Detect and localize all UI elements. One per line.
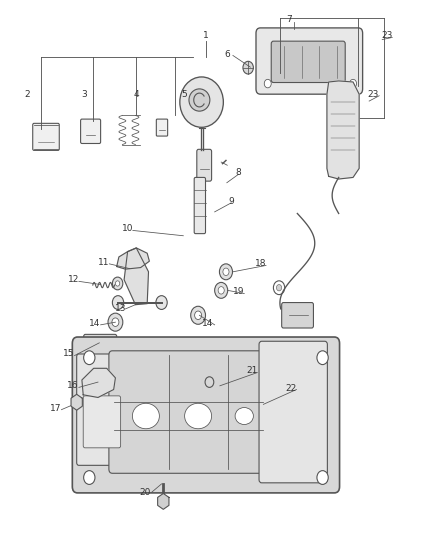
Text: 4: 4: [134, 90, 139, 99]
Text: 13: 13: [115, 304, 127, 313]
Text: 16: 16: [67, 381, 79, 390]
Circle shape: [191, 306, 205, 324]
Text: 11: 11: [98, 258, 110, 266]
FancyBboxPatch shape: [77, 354, 131, 465]
Circle shape: [273, 281, 285, 295]
Text: 7: 7: [286, 15, 292, 25]
FancyBboxPatch shape: [109, 351, 266, 473]
Text: 2: 2: [25, 90, 30, 99]
Circle shape: [350, 79, 357, 88]
Circle shape: [84, 351, 95, 365]
Text: 17: 17: [50, 404, 62, 413]
Circle shape: [223, 268, 229, 276]
FancyBboxPatch shape: [33, 123, 59, 150]
Circle shape: [215, 282, 228, 298]
Text: 15: 15: [63, 350, 74, 359]
Text: 10: 10: [122, 224, 133, 233]
Text: 3: 3: [81, 90, 87, 99]
Text: 1: 1: [203, 31, 209, 41]
Ellipse shape: [93, 408, 112, 424]
Circle shape: [264, 79, 271, 88]
Text: 9: 9: [228, 197, 234, 206]
Polygon shape: [82, 368, 116, 398]
Text: 14: 14: [202, 319, 214, 328]
Circle shape: [219, 264, 233, 280]
FancyBboxPatch shape: [81, 119, 101, 143]
Circle shape: [218, 287, 224, 294]
FancyBboxPatch shape: [194, 177, 205, 233]
Text: 23: 23: [381, 31, 392, 41]
Circle shape: [317, 471, 328, 484]
FancyBboxPatch shape: [259, 341, 327, 483]
Polygon shape: [71, 394, 82, 410]
FancyBboxPatch shape: [282, 303, 314, 328]
FancyBboxPatch shape: [72, 337, 339, 493]
FancyBboxPatch shape: [83, 396, 120, 448]
FancyBboxPatch shape: [197, 149, 212, 181]
Circle shape: [112, 318, 119, 326]
Text: 18: 18: [254, 260, 266, 268]
Circle shape: [74, 399, 80, 406]
Text: 14: 14: [89, 319, 101, 328]
Circle shape: [276, 285, 282, 291]
Ellipse shape: [180, 77, 223, 127]
Ellipse shape: [185, 403, 212, 429]
Circle shape: [108, 313, 123, 331]
Text: 6: 6: [225, 50, 230, 59]
Text: 5: 5: [181, 90, 187, 99]
FancyBboxPatch shape: [256, 28, 363, 94]
FancyBboxPatch shape: [84, 334, 117, 346]
Text: 21: 21: [246, 367, 258, 375]
Circle shape: [156, 296, 167, 310]
Text: 12: 12: [67, 275, 79, 284]
Circle shape: [84, 471, 95, 484]
Text: 23: 23: [368, 90, 379, 99]
Polygon shape: [124, 248, 148, 305]
Text: 20: 20: [139, 488, 151, 497]
Text: 22: 22: [285, 384, 297, 393]
Circle shape: [205, 377, 214, 387]
FancyBboxPatch shape: [271, 41, 345, 83]
Circle shape: [243, 61, 253, 74]
Circle shape: [113, 296, 124, 310]
Ellipse shape: [132, 403, 159, 429]
Ellipse shape: [235, 408, 253, 424]
Polygon shape: [158, 494, 169, 510]
Ellipse shape: [189, 89, 210, 111]
Circle shape: [194, 311, 201, 319]
Text: 19: 19: [233, 287, 244, 296]
Polygon shape: [117, 248, 149, 269]
FancyBboxPatch shape: [156, 119, 168, 136]
Text: 8: 8: [236, 167, 241, 176]
Polygon shape: [327, 81, 359, 179]
Circle shape: [317, 351, 328, 365]
Circle shape: [113, 277, 123, 290]
Circle shape: [116, 281, 120, 286]
